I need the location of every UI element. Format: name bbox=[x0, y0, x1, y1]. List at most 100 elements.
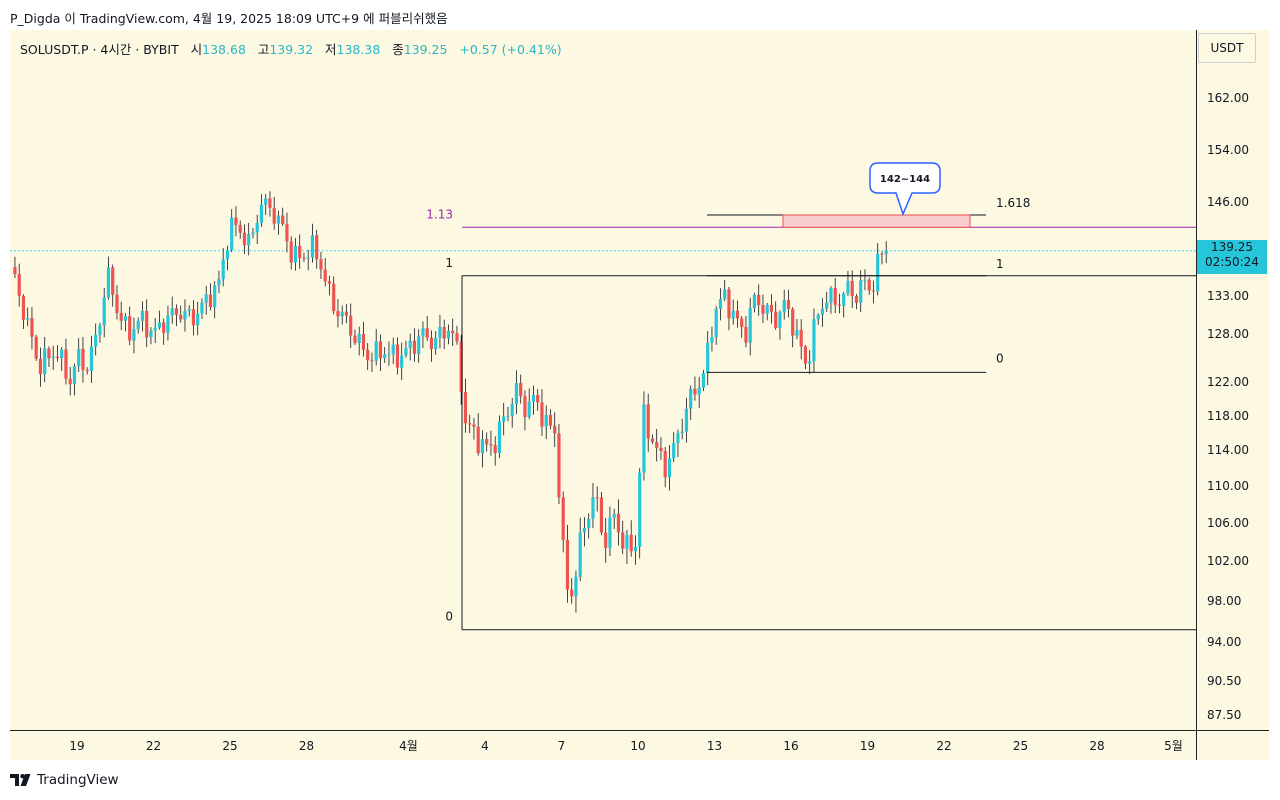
tradingview-logo-icon bbox=[10, 774, 31, 786]
candle-body bbox=[672, 443, 676, 459]
candle-body bbox=[272, 207, 276, 224]
candle-body bbox=[510, 403, 514, 416]
candle-body bbox=[102, 297, 106, 326]
candle-body bbox=[463, 392, 468, 424]
candle-body bbox=[655, 441, 659, 448]
candle-body bbox=[128, 316, 132, 341]
candle-body bbox=[285, 224, 289, 242]
price-tick-label: 114.00 bbox=[1207, 443, 1249, 457]
candle-body bbox=[298, 245, 302, 259]
time-axis[interactable] bbox=[10, 730, 1196, 761]
price-tick-label: 118.00 bbox=[1207, 409, 1249, 423]
candle-body bbox=[170, 308, 174, 316]
candle-body bbox=[404, 348, 408, 356]
candle-body bbox=[523, 396, 527, 418]
candle-body bbox=[812, 319, 816, 362]
candle-body bbox=[230, 217, 234, 250]
candles bbox=[13, 191, 888, 613]
candle-body bbox=[94, 334, 98, 347]
candle-body bbox=[340, 311, 344, 317]
candle-body bbox=[723, 289, 727, 300]
candle-body bbox=[574, 576, 578, 597]
candle-body bbox=[638, 472, 642, 547]
legend-open-value: 138.68 bbox=[202, 42, 246, 57]
candle-body bbox=[77, 348, 81, 367]
candle-body bbox=[213, 285, 217, 308]
candle-body bbox=[187, 309, 191, 312]
tradingview-brand[interactable]: TradingView bbox=[10, 772, 119, 788]
candle-body bbox=[387, 354, 391, 356]
axis-corner bbox=[1196, 730, 1269, 761]
candle-body bbox=[633, 546, 638, 552]
candle-body bbox=[391, 344, 395, 355]
candle-body bbox=[748, 308, 752, 343]
candle-body bbox=[663, 451, 667, 478]
candle-body bbox=[123, 316, 128, 321]
candle-body bbox=[383, 354, 387, 359]
candle-body bbox=[472, 424, 476, 427]
price-tick-label: 106.00 bbox=[1207, 516, 1249, 530]
candle-body bbox=[676, 433, 680, 444]
candle-body bbox=[833, 287, 837, 305]
price-axis[interactable] bbox=[1196, 30, 1269, 730]
candle-body bbox=[769, 305, 774, 312]
candle-body bbox=[115, 294, 119, 314]
candle-body bbox=[106, 267, 111, 298]
candle-body bbox=[310, 235, 315, 258]
candle-body bbox=[829, 287, 833, 303]
candle-body bbox=[854, 296, 859, 303]
candle-body bbox=[323, 269, 327, 282]
candle-body bbox=[89, 346, 94, 372]
candle-body bbox=[21, 295, 26, 320]
candle-body bbox=[191, 309, 196, 326]
candle-body bbox=[289, 241, 293, 263]
candle-body bbox=[735, 310, 740, 319]
candle-body bbox=[803, 346, 808, 364]
time-tick-label: 19 bbox=[860, 739, 875, 753]
callout-bubble bbox=[869, 162, 941, 217]
callout-label: 142~144 bbox=[880, 174, 930, 185]
candle-body bbox=[540, 402, 544, 427]
price-tick-label: 133.00 bbox=[1207, 289, 1249, 303]
candle-body bbox=[234, 217, 238, 225]
candle-body bbox=[476, 426, 480, 454]
fib-right: 1.618 1 0 bbox=[707, 196, 1030, 373]
candle-body bbox=[242, 232, 247, 246]
candle-body bbox=[842, 293, 846, 306]
candle-body bbox=[225, 249, 230, 260]
price-tick-label: 162.00 bbox=[1207, 91, 1249, 105]
candle-body bbox=[60, 349, 64, 359]
publish-info: P_Digda 이 TradingView.com, 4월 19, 2025 1… bbox=[10, 11, 448, 26]
candle-body bbox=[744, 326, 748, 343]
candle-body bbox=[757, 294, 761, 306]
candle-body bbox=[357, 334, 361, 343]
time-tick-label: 22 bbox=[146, 739, 161, 753]
currency-selector[interactable]: USDT bbox=[1198, 33, 1256, 63]
price-tick-label: 98.00 bbox=[1207, 594, 1241, 608]
price-tick-label: 110.00 bbox=[1207, 479, 1249, 493]
candle-body bbox=[782, 300, 786, 313]
candle-body bbox=[51, 356, 55, 359]
fib-left-level-label: 1.13 bbox=[426, 207, 453, 221]
candle-body bbox=[378, 341, 383, 359]
candle-body bbox=[459, 341, 463, 393]
candle-body bbox=[837, 304, 842, 306]
bar-countdown: 02:50:24 bbox=[1205, 255, 1259, 269]
candle-body bbox=[629, 534, 633, 552]
candle-body bbox=[799, 329, 803, 347]
candle-body bbox=[425, 328, 429, 338]
candle-body bbox=[689, 388, 693, 409]
candle-body bbox=[221, 259, 225, 280]
candle-body bbox=[506, 415, 510, 417]
candle-body bbox=[680, 431, 684, 434]
legend-low-value: 138.38 bbox=[336, 42, 381, 57]
candle-body bbox=[17, 273, 21, 296]
candle-body bbox=[876, 253, 880, 292]
candle-body bbox=[174, 308, 179, 315]
candle-body bbox=[646, 404, 650, 439]
chart-area[interactable] bbox=[10, 30, 1196, 730]
fib-left-level-label: 0 bbox=[445, 610, 453, 624]
candle-body bbox=[561, 497, 565, 540]
candle-body bbox=[625, 534, 629, 549]
